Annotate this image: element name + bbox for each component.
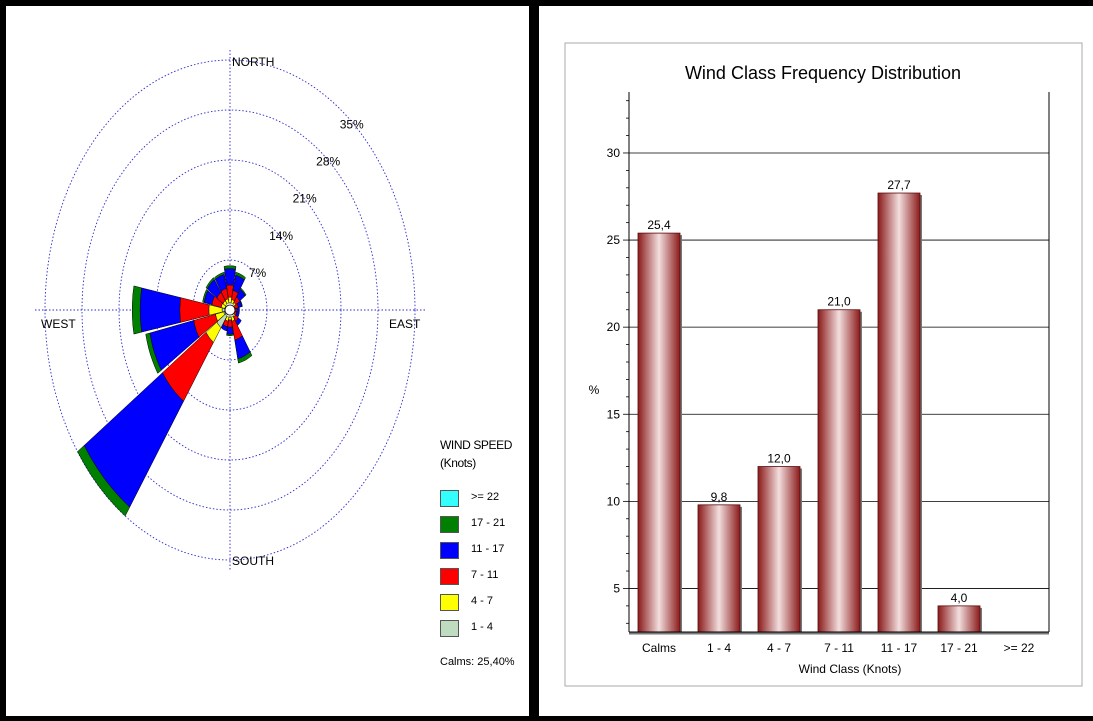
wind-rose-chart: 7% 14% 21% 28% 35% NORTH SOUTH WEST EAST xyxy=(35,50,425,570)
y-axis-label: % xyxy=(589,383,600,397)
rose-petal-segment xyxy=(235,317,242,326)
rose-petal-segment xyxy=(239,300,243,307)
y-tick-label: 10 xyxy=(607,494,621,508)
rose-petal-segment xyxy=(139,287,181,333)
y-tick-label: 15 xyxy=(607,407,621,421)
calm-circle xyxy=(224,304,236,316)
wind-rose-panel: 7% 14% 21% 28% 35% NORTH SOUTH WEST EAST WIN… xyxy=(6,6,529,716)
legend-label: 17 - 21 xyxy=(471,517,506,529)
ring-label: 7% xyxy=(249,266,267,280)
bar xyxy=(937,605,981,633)
ring-label: 28% xyxy=(316,155,340,169)
x-tick-label: 1 - 4 xyxy=(707,641,731,655)
rose-petal-segment xyxy=(77,445,131,517)
x-tick-label: 17 - 21 xyxy=(940,641,978,655)
south-label: SOUTH xyxy=(232,554,274,568)
x-tick-label: 4 - 7 xyxy=(767,641,791,655)
legend-item: 11 - 17 xyxy=(440,542,540,560)
rose-petal-segment xyxy=(236,307,240,313)
bar-value-label: 9,8 xyxy=(711,490,728,504)
bar xyxy=(637,232,681,633)
bar-value-label: 4,0 xyxy=(951,591,968,605)
legend-swatch xyxy=(440,516,459,533)
ring-label: 14% xyxy=(269,229,293,243)
bar xyxy=(697,504,741,633)
legend-item: 7 - 11 xyxy=(440,568,540,586)
rose-petal-segment xyxy=(235,271,246,281)
x-tick-label: 11 - 17 xyxy=(881,641,918,655)
wind-class-bar-chart: Wind Class Frequency Distribution 25,4 9,… xyxy=(564,42,1083,687)
rose-petal-segment xyxy=(235,311,240,318)
y-tick-label: 5 xyxy=(613,581,620,595)
rose-petal-segment xyxy=(202,288,209,303)
legend-item: >= 22 xyxy=(440,490,540,508)
rose-petal-segment xyxy=(228,316,232,321)
east-label: EAST xyxy=(389,317,421,331)
bar-chart-panel: Wind Class Frequency Distribution 25,4 9,… xyxy=(539,6,1093,716)
rose-petal-segment xyxy=(240,287,247,297)
ring-label: 21% xyxy=(293,192,317,206)
x-tick-label: Calms xyxy=(642,641,676,655)
north-label: NORTH xyxy=(232,55,274,69)
legend-label: 7 - 11 xyxy=(471,569,499,581)
rose-petal-segment xyxy=(145,332,162,374)
bar xyxy=(817,309,861,633)
x-tick-label: >= 22 xyxy=(1004,641,1035,655)
rose-petal-segment xyxy=(223,265,237,270)
legend-swatch xyxy=(440,490,459,507)
calms-text: Calms: 25,40% xyxy=(440,656,515,668)
bar-value-label: 12,0 xyxy=(767,452,791,466)
legend-swatch xyxy=(440,620,459,637)
west-label: WEST xyxy=(41,317,76,331)
ring-label: 35% xyxy=(340,117,364,131)
x-axis-label: Wind Class (Knots) xyxy=(799,662,902,676)
rose-petal-segment xyxy=(83,372,184,508)
y-tick-label: 30 xyxy=(607,146,621,160)
chart-title: Wind Class Frequency Distribution xyxy=(685,63,961,83)
legend-item: 17 - 21 xyxy=(440,516,540,534)
legend-item: 4 - 7 xyxy=(440,594,540,612)
rose-petal-segment xyxy=(226,333,234,336)
y-tick-label: 25 xyxy=(607,233,621,247)
legend-label: 11 - 17 xyxy=(471,543,505,555)
rose-petal-segment xyxy=(226,326,234,335)
rose-petal-segment xyxy=(224,268,236,286)
rose-ring xyxy=(44,59,416,561)
legend-swatch xyxy=(440,542,459,559)
x-tick-label: 7 - 11 xyxy=(824,641,854,655)
rose-petal-segment xyxy=(131,285,142,335)
bar xyxy=(757,466,801,633)
bar xyxy=(877,192,921,633)
legend-label: 1 - 4 xyxy=(471,621,494,633)
legend-label: 4 - 7 xyxy=(471,595,494,607)
legend-title-line1: WIND SPEED xyxy=(440,438,513,452)
bar-value-label: 21,0 xyxy=(827,295,851,309)
rose-petal-segment xyxy=(221,324,228,332)
y-tick-label: 20 xyxy=(607,320,621,334)
legend-title-line2: (Knots) xyxy=(440,456,476,470)
bar-value-label: 27,7 xyxy=(887,178,911,192)
legend-label: >= 22 xyxy=(471,491,500,503)
bar-value-label: 25,4 xyxy=(647,218,671,232)
wind-speed-legend: WIND SPEED (Knots) >= 22 17 - 21 11 - 17 7 … xyxy=(440,436,515,668)
legend-swatch xyxy=(440,568,459,585)
rose-petal-segment xyxy=(214,271,225,280)
rose-petal-segment xyxy=(205,277,215,290)
rose-petal-segment xyxy=(237,351,253,364)
legend-item: 1 - 4 xyxy=(440,620,540,638)
legend-swatch xyxy=(440,594,459,611)
